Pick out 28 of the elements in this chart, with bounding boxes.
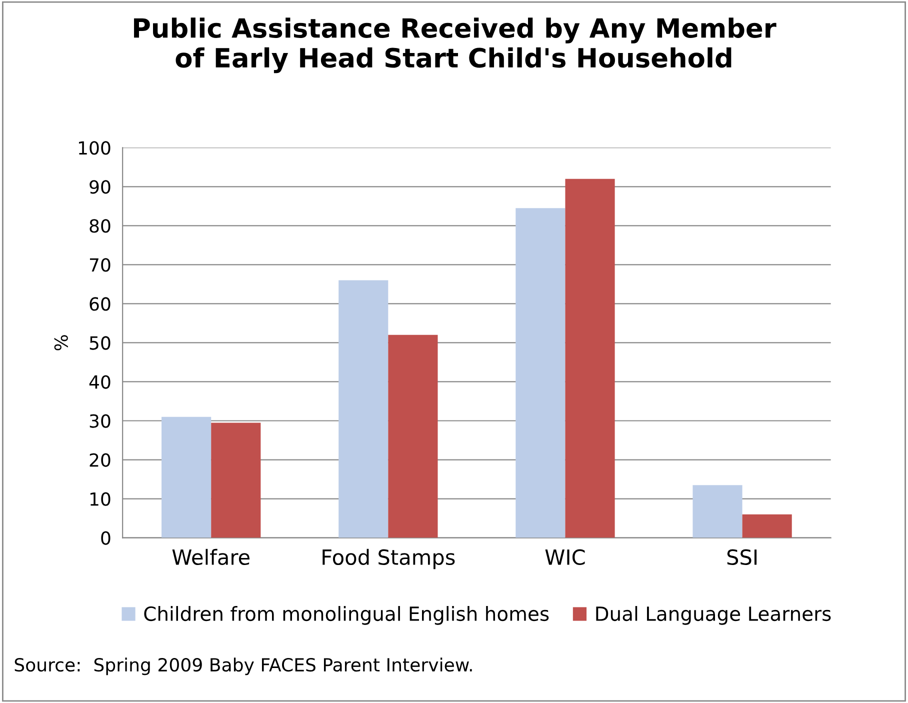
y-tick-label: 80 [90, 219, 110, 233]
bar [742, 514, 792, 538]
x-tick-label: WIC [545, 549, 585, 566]
y-tick-label: 10 [90, 492, 110, 506]
y-tick-label: 70 [90, 258, 110, 272]
y-tick-label: 90 [90, 180, 110, 194]
y-tick-label: 60 [90, 297, 110, 311]
bar [692, 485, 742, 538]
y-tick-label: 100 [78, 141, 110, 155]
legend-label: Dual Language Learners [596, 606, 831, 625]
bar [162, 416, 212, 538]
legend-label: Children from monolingual English homes [144, 606, 549, 625]
x-tick-label: Food Stamps [322, 548, 455, 570]
y-tick-label: 30 [90, 414, 110, 428]
x-tick-label: Welfare [172, 548, 250, 566]
source-note: Source: Spring 2009 Baby FACES Parent Interview. [14, 658, 472, 676]
bar [338, 280, 388, 538]
x-tick-label: SSI [727, 549, 757, 566]
y-tick-label: 50 [90, 336, 110, 350]
chart-title: Public Assistance Received by Any Member of Early Head Start Child's Household [134, 18, 776, 74]
bar [516, 208, 566, 538]
bar [565, 178, 615, 538]
y-tick-label: 40 [89, 375, 110, 389]
y-tick-label: 0 [101, 531, 110, 545]
y-axis-title: % [54, 335, 68, 350]
bar [211, 422, 261, 538]
y-tick-label: 20 [90, 453, 110, 467]
bar [388, 334, 438, 538]
